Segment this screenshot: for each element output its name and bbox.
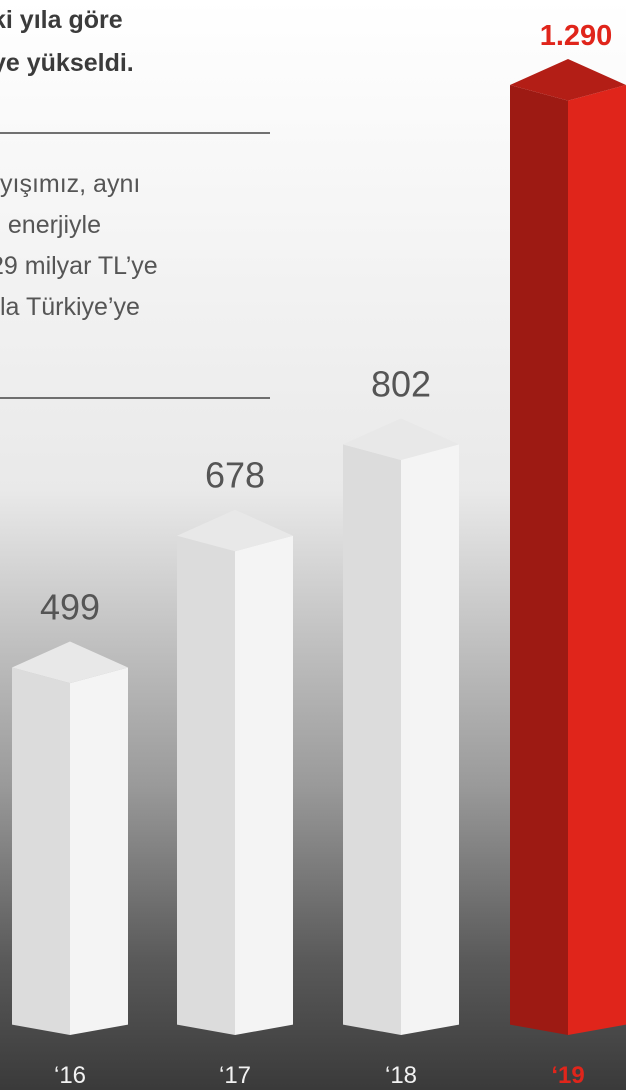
value-label: 499 xyxy=(40,587,100,628)
bar-right-face xyxy=(401,444,459,1035)
chart: ki yıla göre ye yükseldi. yışımız, aynı . e… xyxy=(0,0,626,1090)
x-tick-label: ‘18 xyxy=(385,1062,417,1089)
body-line: yışımız, aynı xyxy=(0,170,140,198)
bar xyxy=(510,59,626,1035)
body-line: la Türkiye’ye xyxy=(0,293,140,321)
bar-left-face xyxy=(177,536,235,1035)
value-label: 802 xyxy=(371,363,431,404)
x-tick-label: ‘19 xyxy=(551,1062,584,1089)
x-tick-label: ‘17 xyxy=(219,1062,251,1089)
x-tick-label: ‘16 xyxy=(54,1062,86,1089)
value-label: 678 xyxy=(205,455,265,496)
value-label: 1.290 xyxy=(540,20,613,52)
bar xyxy=(177,510,293,1035)
bar-right-face xyxy=(70,668,128,1035)
bar-left-face xyxy=(343,444,401,1035)
body-line: 29 milyar TL’ye xyxy=(0,252,158,280)
body-line: . xyxy=(0,334,1,362)
bar xyxy=(12,642,128,1035)
bar-left-face xyxy=(12,668,70,1035)
heading-line: ye yükseldi. xyxy=(0,49,134,77)
heading-line: ki yıla göre xyxy=(0,6,123,34)
bar xyxy=(343,418,459,1035)
body-line: . enerjiyle xyxy=(0,211,101,239)
bar-left-face xyxy=(510,85,568,1035)
bar-right-face xyxy=(568,85,626,1035)
bar-right-face xyxy=(235,536,293,1035)
